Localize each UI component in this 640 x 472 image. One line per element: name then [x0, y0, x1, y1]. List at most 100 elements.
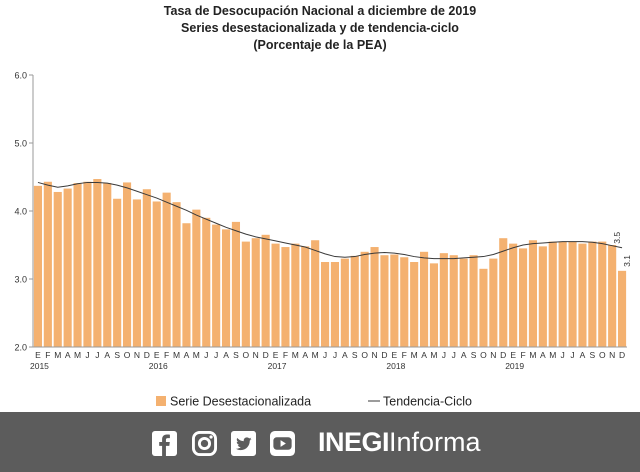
bar [400, 257, 409, 347]
x-tick-label: A [461, 350, 467, 360]
legend-line-label: Tendencia-Ciclo [383, 395, 472, 409]
x-tick-label: J [204, 350, 208, 360]
bar [261, 234, 270, 347]
bar [518, 248, 528, 347]
bar [459, 258, 468, 347]
x-tick-label: E [35, 350, 41, 360]
instagram-icon[interactable] [192, 431, 217, 456]
x-tick-label: A [104, 350, 110, 360]
bar [241, 241, 250, 347]
bar [419, 251, 429, 347]
x-tick-label: D [619, 350, 625, 360]
inegi-informa-logo[interactable]: INEGIInforma [318, 426, 481, 458]
x-tick-label: A [342, 350, 348, 360]
bar [608, 245, 617, 347]
bar [301, 246, 310, 347]
x-tick-label: M [411, 350, 418, 360]
year-label: 2017 [268, 361, 287, 371]
year-label: 2015 [30, 361, 49, 371]
bar [192, 209, 201, 347]
x-tick-label: O [599, 350, 606, 360]
x-tick-label: A [223, 350, 229, 360]
bar-series [33, 179, 627, 347]
bar [439, 253, 448, 347]
bar [578, 243, 587, 347]
bar [281, 247, 290, 347]
trend-line [37, 181, 623, 260]
chart-title: Tasa de Desocupación Nacional a diciembr… [163, 4, 477, 18]
bar [73, 183, 82, 347]
facebook-icon[interactable] [152, 431, 177, 456]
bar [320, 262, 330, 347]
x-tick-label: D [500, 350, 506, 360]
bar [548, 241, 557, 347]
data-labels: 3.5 3.1 [612, 232, 632, 267]
bar [340, 258, 349, 347]
bar [33, 185, 43, 347]
x-tick-label: M [173, 350, 180, 360]
bar [360, 251, 369, 347]
x-tick-label: F [402, 350, 407, 360]
x-tick-label: S [471, 350, 477, 360]
footer-bar: INEGIInforma [0, 412, 640, 472]
x-tick-label: M [54, 350, 61, 360]
bar [617, 270, 627, 347]
x-tick-label: F [283, 350, 288, 360]
y-tick-label: 2.0 [14, 343, 27, 353]
x-tick-label: A [540, 350, 546, 360]
x-tick-label: J [323, 350, 327, 360]
bar [449, 255, 458, 347]
y-tick-label: 6.0 [14, 71, 27, 81]
bar [162, 192, 171, 347]
x-tick-label: J [570, 350, 574, 360]
x-tick-label: E [154, 350, 160, 360]
twitter-icon[interactable] [231, 431, 256, 456]
bar [350, 255, 359, 347]
x-tick-label: F [520, 350, 525, 360]
bar [221, 229, 231, 347]
bar [132, 199, 142, 347]
bar [469, 255, 478, 347]
trend-series [37, 181, 623, 260]
x-tick-label: M [549, 350, 556, 360]
bar [390, 254, 399, 347]
x-tick-label: J [85, 350, 89, 360]
youtube-icon[interactable] [270, 431, 295, 456]
bar [499, 238, 508, 347]
x-tick-label: N [371, 350, 377, 360]
bar [182, 223, 191, 347]
x-tick-label: O [124, 350, 131, 360]
bar [330, 262, 340, 347]
chart-area: Tasa de Desocupación Nacional a diciembr… [14, 4, 633, 409]
x-tick-label: A [421, 350, 427, 360]
y-tick-label: 3.0 [14, 275, 27, 285]
x-tick-label: D [381, 350, 387, 360]
x-tick-label: N [609, 350, 615, 360]
bar [538, 246, 547, 347]
bar [212, 224, 221, 347]
year-label: 2019 [505, 361, 524, 371]
x-tick-label: A [65, 350, 71, 360]
bar [93, 179, 102, 347]
x-tick-label: F [45, 350, 50, 360]
x-tick-label: J [214, 350, 218, 360]
x-tick-label: E [510, 350, 516, 360]
bar [558, 241, 567, 347]
x-tick-label: M [193, 350, 200, 360]
bar [152, 201, 161, 347]
legend-bar-swatch [156, 396, 166, 406]
bar [53, 191, 62, 347]
bar [509, 243, 518, 347]
x-tick-label: O [361, 350, 368, 360]
brand-rest: Informa [389, 427, 481, 457]
bar [142, 189, 151, 347]
bar [479, 268, 488, 347]
bar [202, 217, 211, 347]
legend-bar-label: Serie Desestacionalizada [170, 395, 311, 409]
x-tick-label: N [490, 350, 496, 360]
x-tick-label: S [233, 350, 239, 360]
bar [489, 258, 498, 347]
x-tick-label: M [430, 350, 437, 360]
x-tick-label: S [114, 350, 120, 360]
